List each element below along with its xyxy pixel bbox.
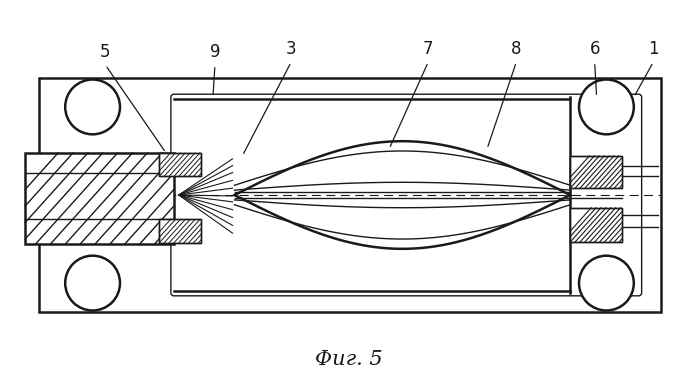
Bar	[159, 219, 201, 243]
Text: 1: 1	[648, 40, 658, 58]
Circle shape	[65, 256, 120, 310]
Bar	[570, 156, 622, 188]
Text: 3: 3	[286, 40, 296, 58]
Text: 6: 6	[589, 40, 600, 58]
FancyBboxPatch shape	[171, 94, 642, 296]
Text: 7: 7	[423, 40, 433, 58]
Text: 9: 9	[210, 43, 220, 61]
Circle shape	[579, 256, 634, 310]
Bar	[159, 219, 201, 243]
Bar	[38, 77, 661, 312]
Circle shape	[579, 79, 634, 135]
Text: 5: 5	[100, 43, 110, 61]
Circle shape	[65, 79, 120, 135]
Bar	[570, 208, 622, 242]
Bar	[25, 153, 174, 244]
Text: Φиг. 5: Φиг. 5	[315, 350, 383, 369]
Text: 8: 8	[511, 40, 521, 58]
Bar	[159, 153, 201, 176]
Bar	[570, 208, 622, 242]
Bar	[570, 156, 622, 188]
Bar	[159, 153, 201, 176]
